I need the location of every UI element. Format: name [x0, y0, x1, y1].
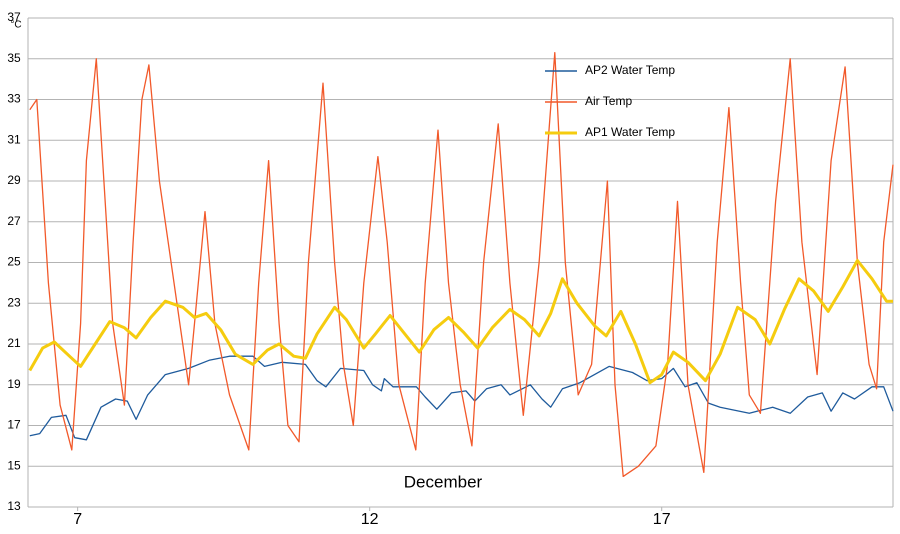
y-axis-label: °C	[10, 20, 21, 31]
y-tick-label: 31	[7, 132, 21, 146]
legend-label: AP1 Water Temp	[585, 125, 675, 139]
series-line	[29, 355, 894, 441]
y-tick-label: 29	[7, 173, 21, 187]
y-tick-label: 21	[7, 336, 21, 350]
x-tick-label: 12	[361, 511, 379, 528]
y-tick-label: 27	[7, 214, 21, 228]
y-tick-label: 15	[7, 458, 21, 472]
y-tick-label: 33	[7, 92, 21, 106]
y-tick-label: 13	[7, 499, 21, 513]
y-tick-label: 25	[7, 255, 21, 269]
x-tick-label: 7	[73, 511, 82, 528]
y-tick-label: 19	[7, 377, 21, 391]
legend-label: Air Temp	[585, 94, 632, 108]
x-tick-label: 17	[653, 511, 671, 528]
series-line	[28, 259, 893, 385]
y-tick-label: 35	[7, 51, 21, 65]
y-tick-label: 37	[7, 10, 21, 24]
y-tick-label: 23	[7, 295, 21, 309]
x-axis-label: December	[404, 472, 483, 491]
legend-label: AP2 Water Temp	[585, 63, 675, 77]
y-tick-label: 17	[7, 418, 21, 432]
series-line	[29, 51, 894, 478]
